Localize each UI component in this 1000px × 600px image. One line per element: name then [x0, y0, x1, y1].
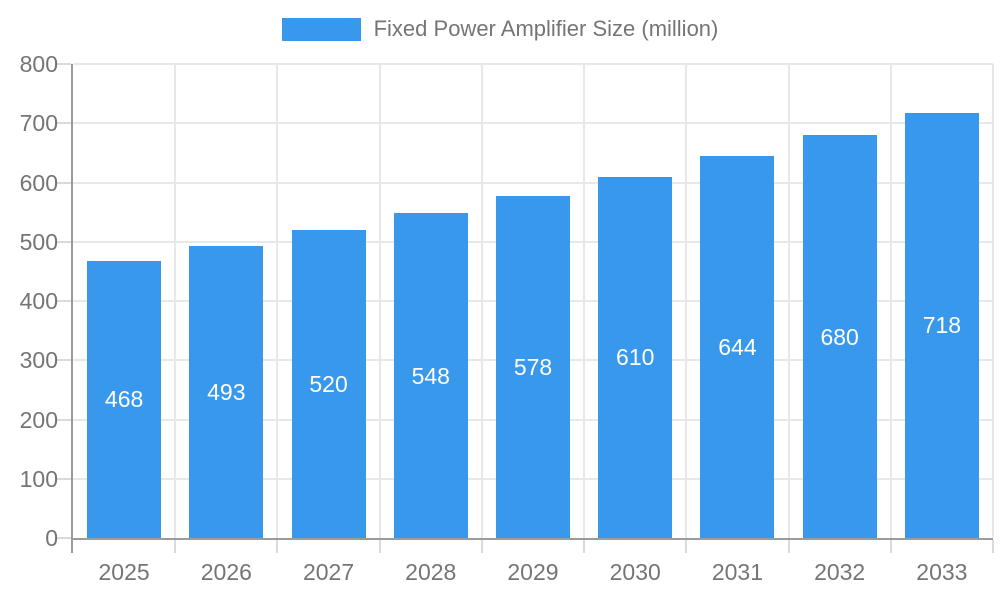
bar-value-label: 718: [922, 312, 962, 339]
v-gridline: [276, 64, 279, 538]
y-axis-tick: [55, 418, 71, 421]
y-axis-label: 500: [19, 228, 58, 255]
v-gridline: [378, 64, 381, 538]
bar-value-label: 644: [718, 334, 757, 361]
bar[interactable]: 520: [291, 229, 366, 538]
h-gridline: [73, 122, 993, 125]
x-axis-label: 2027: [302, 559, 355, 585]
y-axis-label: 200: [19, 406, 58, 433]
x-axis-tick: [174, 540, 177, 553]
bar-value-label: 610: [616, 344, 655, 371]
bar-value-label: 548: [411, 362, 450, 389]
bar-value-label: 578: [513, 353, 553, 380]
y-axis-tick: [55, 181, 71, 184]
bar[interactable]: 718: [904, 112, 979, 538]
x-axis-label: 2029: [507, 559, 559, 585]
legend-swatch: [281, 17, 361, 41]
bar[interactable]: 644: [700, 156, 775, 538]
y-axis-tick: [55, 477, 71, 480]
y-axis-line: [71, 64, 73, 553]
x-axis-tick: [583, 540, 586, 553]
x-axis-label: 2025: [98, 559, 150, 585]
v-gridline: [583, 64, 586, 538]
bar-value-label: 493: [207, 378, 246, 405]
y-axis-tick: [55, 359, 71, 362]
x-axis-label: 2026: [200, 559, 252, 585]
bar-value-label: 468: [104, 386, 144, 413]
v-gridline: [992, 64, 994, 538]
y-axis-label: 800: [19, 51, 58, 77]
v-gridline: [787, 64, 790, 538]
bar[interactable]: 468: [87, 260, 162, 538]
legend-label: Fixed Power Amplifier Size (million): [373, 16, 719, 41]
y-axis-label: 700: [19, 110, 58, 137]
y-axis-tick: [55, 240, 71, 243]
y-axis-tick: [55, 300, 71, 302]
x-axis-label: 2028: [405, 559, 457, 585]
h-gridline: [73, 181, 993, 184]
x-axis-label: 2030: [609, 559, 661, 585]
x-axis-line: [71, 538, 993, 540]
x-axis-tick: [378, 540, 381, 553]
y-axis-label: 0: [45, 525, 58, 551]
x-axis-tick: [889, 540, 892, 553]
x-axis-tick: [480, 540, 483, 553]
y-axis-label: 300: [19, 347, 58, 374]
y-axis-tick: [55, 537, 71, 539]
y-axis-label: 100: [19, 465, 58, 492]
v-gridline: [889, 64, 892, 538]
bar-value-label: 680: [820, 323, 859, 350]
x-axis-label: 2033: [916, 559, 968, 585]
x-axis-tick: [787, 540, 790, 553]
bar[interactable]: 578: [496, 195, 570, 538]
bar[interactable]: 493: [189, 245, 264, 538]
x-axis-label: 2032: [814, 559, 866, 585]
h-gridline: [73, 63, 993, 65]
x-axis-label: 2031: [711, 559, 764, 585]
legend-item[interactable]: Fixed Power Amplifier Size (million): [0, 16, 1000, 42]
y-axis-tick: [55, 63, 71, 65]
v-gridline: [685, 64, 688, 538]
x-axis-tick: [992, 540, 994, 553]
x-axis-tick: [276, 540, 279, 553]
y-axis-label: 400: [19, 288, 58, 314]
v-gridline: [174, 64, 177, 538]
y-axis-label: 600: [19, 169, 58, 196]
v-gridline: [480, 64, 483, 538]
bar[interactable]: 680: [802, 135, 877, 538]
bar-value-label: 520: [309, 370, 348, 397]
x-axis-tick: [685, 540, 688, 553]
y-axis-tick: [55, 122, 71, 125]
bar[interactable]: 610: [598, 176, 673, 538]
bar[interactable]: 548: [393, 213, 468, 538]
